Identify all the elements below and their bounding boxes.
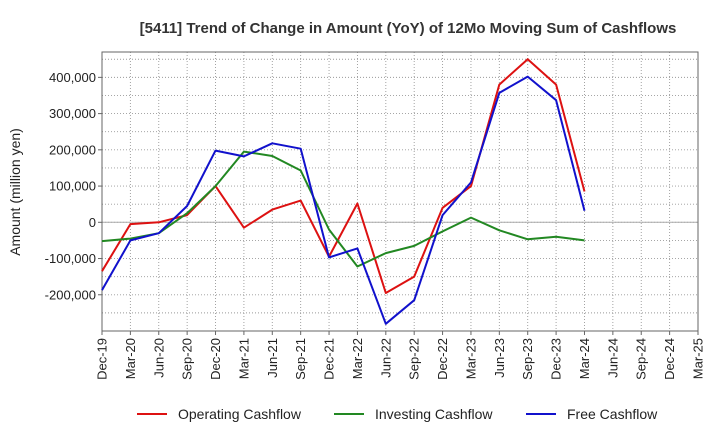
x-tick-label: Sep-22 (407, 338, 422, 380)
x-tick-label: Dec-22 (435, 338, 450, 380)
series-line-free-cashflow (101, 75, 586, 325)
legend-label: Operating Cashflow (178, 406, 302, 422)
x-tick-label: Sep-21 (293, 338, 308, 380)
x-tick-label: Mar-24 (577, 338, 592, 379)
x-tick-label: Sep-20 (180, 338, 195, 380)
legend-label: Investing Cashflow (375, 406, 493, 422)
x-tick-label: Mar-20 (123, 338, 138, 379)
chart-title: [5411] Trend of Change in Amount (YoY) o… (140, 20, 677, 37)
x-tick-label: Sep-23 (520, 338, 535, 380)
x-tick-label: Dec-23 (549, 338, 564, 380)
y-tick-label: 100,000 (49, 179, 96, 194)
series-lines (101, 58, 586, 325)
x-tick-label: Dec-21 (322, 338, 337, 380)
legend-item-free-cashflow: Free Cashflow (526, 406, 658, 422)
series-line-investing-cashflow (101, 150, 585, 268)
x-tick-label: Jun-23 (492, 338, 507, 378)
y-tick-label: -200,000 (45, 287, 96, 302)
y-tick-label: 0 (89, 215, 96, 230)
plot-frame (101, 51, 699, 332)
x-tick-label: Jun-22 (378, 338, 393, 378)
x-tick-label: Mar-25 (691, 338, 706, 379)
y-tick-label: 200,000 (49, 142, 96, 157)
y-tick-label: 400,000 (49, 70, 96, 85)
legend-item-investing-cashflow: Investing Cashflow (334, 406, 493, 422)
x-tick-label: Jun-24 (605, 338, 620, 378)
x-tick-label: Mar-23 (463, 338, 478, 379)
x-tick-label: Mar-22 (350, 338, 365, 379)
x-tick-label: Dec-19 (95, 338, 110, 380)
legend: Operating Cashflow Investing Cashflow Free… (137, 406, 658, 422)
y-axis-label: Amount (million yen) (7, 128, 23, 256)
legend-label: Free Cashflow (567, 406, 658, 422)
x-tick-label: Dec-24 (662, 338, 677, 380)
x-tick-label: Jun-20 (151, 338, 166, 378)
y-tick-label: 300,000 (49, 106, 96, 121)
axes: -200,000 -100,000 0 100,000 200,000 300,000 40… (45, 51, 706, 380)
series-line-operating-cashflow (101, 58, 586, 294)
x-tick-label: Dec-20 (208, 338, 223, 380)
x-tick-label: Mar-21 (236, 338, 251, 379)
x-tick-label: Sep-24 (634, 338, 649, 380)
grid (101, 52, 699, 331)
y-tick-label: -100,000 (45, 251, 96, 266)
x-tick-label: Jun-21 (265, 338, 280, 378)
legend-item-operating-cashflow: Operating Cashflow (137, 406, 302, 422)
